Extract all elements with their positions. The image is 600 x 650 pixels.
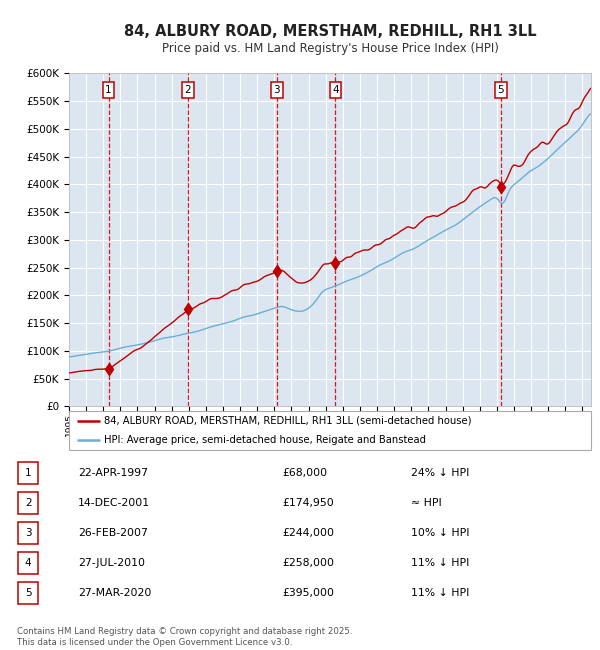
Text: 1: 1 — [105, 85, 112, 95]
Text: 4: 4 — [25, 558, 32, 568]
Text: 27-MAR-2020: 27-MAR-2020 — [78, 588, 151, 598]
Text: £68,000: £68,000 — [282, 468, 327, 478]
Text: 27-JUL-2010: 27-JUL-2010 — [78, 558, 145, 568]
FancyBboxPatch shape — [18, 582, 38, 604]
Text: ≈ HPI: ≈ HPI — [411, 498, 442, 508]
Text: £258,000: £258,000 — [282, 558, 334, 568]
Text: 84, ALBURY ROAD, MERSTHAM, REDHILL, RH1 3LL (semi-detached house): 84, ALBURY ROAD, MERSTHAM, REDHILL, RH1 … — [104, 415, 472, 426]
Text: 5: 5 — [497, 85, 504, 95]
Text: 1: 1 — [25, 468, 32, 478]
Text: Price paid vs. HM Land Registry's House Price Index (HPI): Price paid vs. HM Land Registry's House … — [161, 42, 499, 55]
Text: 11% ↓ HPI: 11% ↓ HPI — [411, 558, 469, 568]
Text: Contains HM Land Registry data © Crown copyright and database right 2025.
This d: Contains HM Land Registry data © Crown c… — [17, 627, 352, 647]
FancyBboxPatch shape — [18, 462, 38, 484]
Text: £244,000: £244,000 — [282, 528, 334, 538]
FancyBboxPatch shape — [18, 492, 38, 514]
Text: 84, ALBURY ROAD, MERSTHAM, REDHILL, RH1 3LL: 84, ALBURY ROAD, MERSTHAM, REDHILL, RH1 … — [124, 23, 536, 39]
Text: 24% ↓ HPI: 24% ↓ HPI — [411, 468, 469, 478]
Text: 3: 3 — [274, 85, 280, 95]
Text: 22-APR-1997: 22-APR-1997 — [78, 468, 148, 478]
FancyBboxPatch shape — [18, 522, 38, 544]
Text: HPI: Average price, semi-detached house, Reigate and Banstead: HPI: Average price, semi-detached house,… — [104, 435, 427, 445]
Text: £174,950: £174,950 — [282, 498, 334, 508]
Text: 26-FEB-2007: 26-FEB-2007 — [78, 528, 148, 538]
FancyBboxPatch shape — [69, 411, 591, 450]
Text: 2: 2 — [185, 85, 191, 95]
Text: 2: 2 — [25, 498, 32, 508]
Text: 3: 3 — [25, 528, 32, 538]
Text: 4: 4 — [332, 85, 339, 95]
Text: 10% ↓ HPI: 10% ↓ HPI — [411, 528, 470, 538]
FancyBboxPatch shape — [18, 552, 38, 574]
Text: £395,000: £395,000 — [282, 588, 334, 598]
Text: 5: 5 — [25, 588, 32, 598]
Text: 14-DEC-2001: 14-DEC-2001 — [78, 498, 150, 508]
Text: 11% ↓ HPI: 11% ↓ HPI — [411, 588, 469, 598]
